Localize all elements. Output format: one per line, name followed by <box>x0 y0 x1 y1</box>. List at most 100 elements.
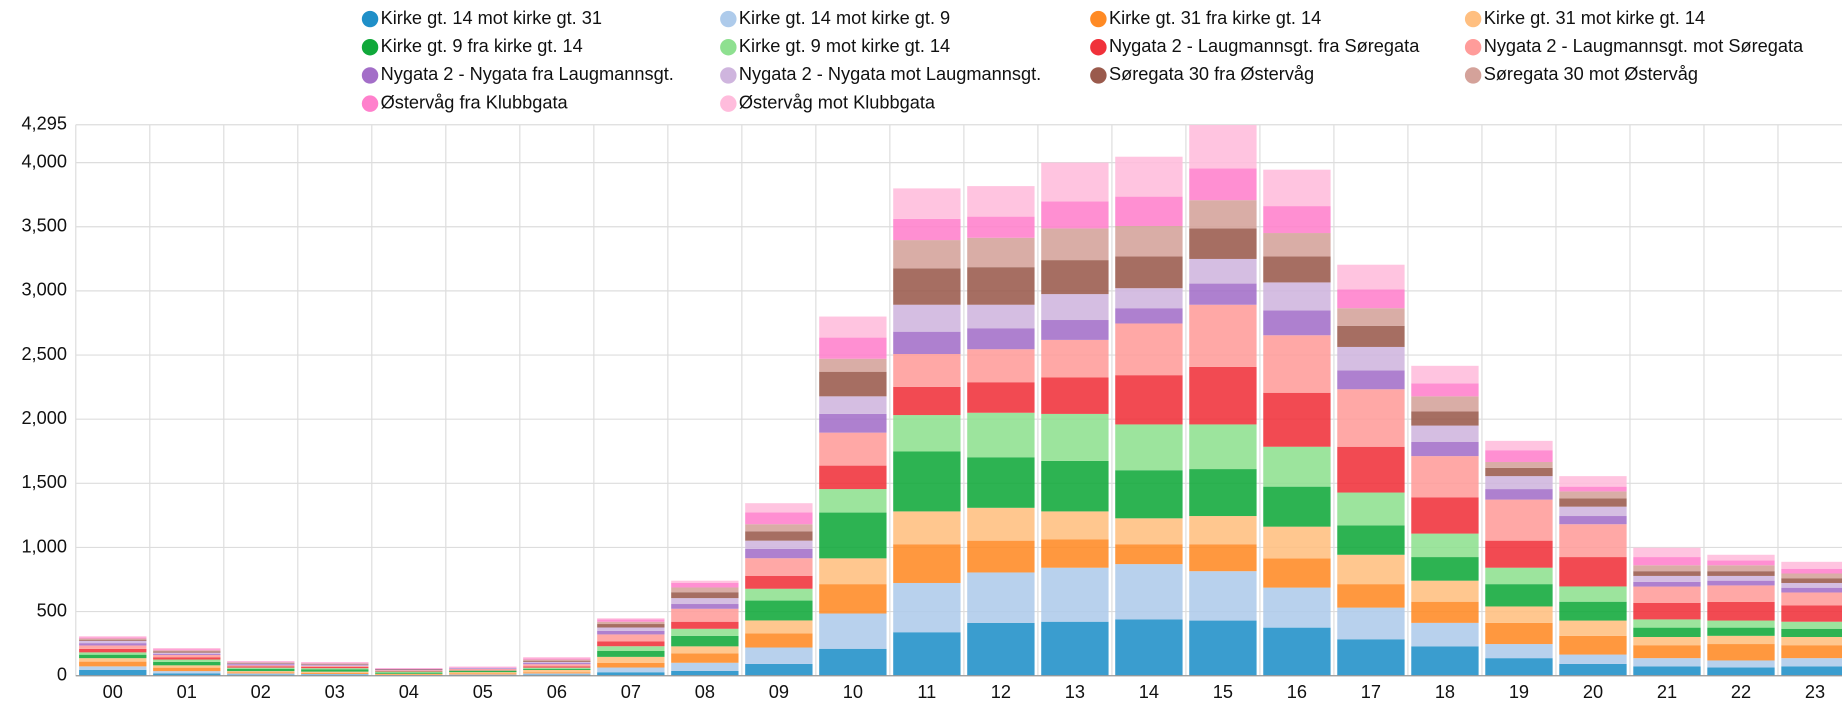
bar-segment <box>1559 654 1627 664</box>
bar-segment <box>79 654 147 659</box>
y-tick-label: 500 <box>37 600 67 620</box>
bar-segment <box>1337 325 1405 347</box>
bar-segment <box>153 653 221 655</box>
bar-segment <box>1263 206 1331 234</box>
bar-segment <box>597 630 665 635</box>
bar-segment <box>1337 289 1405 309</box>
bar-segment <box>1633 581 1701 587</box>
bar-segment <box>79 669 147 676</box>
bar-segment <box>1411 580 1479 602</box>
bar-segment <box>1189 620 1257 676</box>
bar-segment <box>1633 627 1701 637</box>
x-tick-label: 20 <box>1583 682 1603 702</box>
bar-segment <box>1633 575 1701 582</box>
bar-segment <box>523 660 591 662</box>
bar-segment <box>79 652 147 655</box>
bar-segment <box>745 633 813 648</box>
bar-segment <box>1263 169 1331 207</box>
bar-segment <box>1781 666 1842 676</box>
bar-segment <box>1041 377 1109 414</box>
bar-segment <box>1559 506 1627 517</box>
x-tick-label: 21 <box>1657 682 1677 702</box>
x-tick-label: 13 <box>1065 682 1085 702</box>
bar-segment <box>1411 365 1479 384</box>
bar-segment <box>967 540 1035 573</box>
bar-segment <box>967 457 1035 508</box>
bar-segment <box>967 216 1035 238</box>
bar-segment <box>153 648 221 650</box>
bar-segment <box>1337 525 1405 555</box>
bar-segment <box>1559 524 1627 558</box>
bar-segment <box>301 665 369 668</box>
legend-swatch <box>720 39 737 56</box>
bar-segment <box>1041 621 1109 676</box>
legend-label: Kirke gt. 9 mot kirke gt. 14 <box>739 36 950 56</box>
bar-segment <box>1337 346 1405 371</box>
bar-segment <box>597 621 665 625</box>
bar-segment <box>153 671 221 674</box>
y-tick-label: 2,500 <box>21 344 67 364</box>
bar-segment <box>967 349 1035 383</box>
bar-segment <box>1263 256 1331 283</box>
bar-segment <box>301 663 369 665</box>
bar-segment <box>1559 586 1627 602</box>
bar-segment <box>1411 396 1479 412</box>
bar-segment <box>1781 582 1842 588</box>
bar-segment <box>1781 573 1842 579</box>
x-tick-label: 07 <box>621 682 641 702</box>
bar-segment <box>523 666 591 668</box>
bar-segment <box>745 512 813 525</box>
bar-segment <box>375 669 443 671</box>
bar-segment <box>1189 228 1257 259</box>
bar-segment <box>967 382 1035 413</box>
bar-segment <box>819 558 887 585</box>
bar-segment <box>1041 539 1109 568</box>
bar-segment <box>153 665 221 668</box>
bar-segment <box>153 652 221 654</box>
bar-segment <box>1189 258 1257 284</box>
bar-segment <box>819 413 887 433</box>
bar-segment <box>1411 533 1479 558</box>
bar-segment <box>819 432 887 466</box>
bar-segment <box>745 600 813 621</box>
bar-segment <box>1337 446 1405 493</box>
bar-segment <box>153 654 221 658</box>
bar-segment <box>967 507 1035 541</box>
bar-segment <box>671 646 739 654</box>
x-tick-label: 22 <box>1731 682 1751 702</box>
bar-segment <box>301 671 369 673</box>
bar-segment <box>1633 547 1701 558</box>
x-tick-label: 15 <box>1213 682 1233 702</box>
bar-segment <box>227 661 295 663</box>
y-tick-label: 1,500 <box>21 472 67 492</box>
bar-segment <box>967 328 1035 350</box>
bar-segment <box>893 386 961 416</box>
bar-segment <box>1189 516 1257 545</box>
bar-segment <box>1485 658 1553 676</box>
bar-segment <box>1485 606 1553 623</box>
bar-segment <box>1707 580 1775 586</box>
bar-segment <box>745 575 813 589</box>
bar-segment <box>375 670 443 671</box>
bar-segment <box>671 662 739 671</box>
bar-segment <box>227 665 295 667</box>
bar-segment <box>301 662 369 664</box>
bar-segment <box>375 670 443 672</box>
bar-segment <box>449 670 517 673</box>
bar-segment <box>1115 470 1183 519</box>
bar-segment <box>671 598 739 605</box>
bar-segment <box>1115 564 1183 620</box>
bar-segment <box>1485 622 1553 645</box>
bar-segment <box>1337 492 1405 526</box>
bar-segment <box>1263 486 1331 527</box>
bar-segment <box>1041 162 1109 202</box>
bar-segment <box>893 268 961 305</box>
bar-segment <box>819 337 887 359</box>
bar-segment <box>1559 635 1627 655</box>
bar-segment <box>1263 335 1331 393</box>
bar-segment <box>745 524 813 532</box>
bar-segment <box>1263 627 1331 676</box>
bar-segment <box>1559 601 1627 621</box>
legend-swatch <box>361 95 379 112</box>
legend-swatch <box>1090 10 1107 28</box>
